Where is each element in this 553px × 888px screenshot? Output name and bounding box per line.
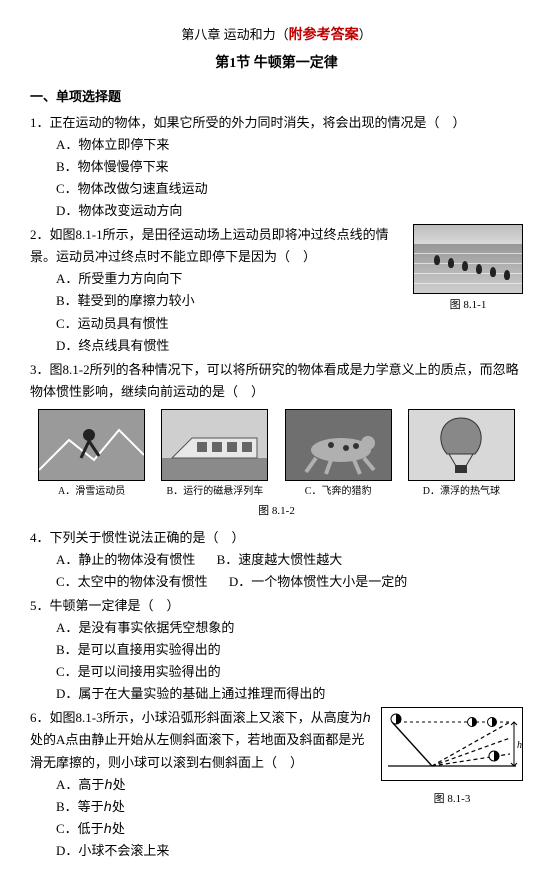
section-1-heading: 一、单项选择题 [30, 86, 523, 108]
figure-8-1-3-caption: 图 8.1-3 [381, 790, 523, 809]
q4-choice-b: B．速度越大惯性越大 [217, 552, 343, 567]
q2-text: 如图8.1-1所示，是田径运动场上运动员即将冲过终点线的情景。运动员冲过终点时不… [30, 227, 389, 264]
figure-8-1-2: A．滑雪运动员 B．运行的磁悬浮列车 C．飞奔的猎豹 D．漂浮的热气球 图 8.… [30, 409, 523, 521]
q4-num: 4． [30, 530, 50, 545]
question-5: 5．牛顿第一定律是（ ） A．是没有事实依据凭空想象的 B．是可以直接用实验得出… [30, 595, 523, 705]
q5-choice-a: A．是没有事实依据凭空想象的 [30, 617, 523, 639]
question-2: 图 8.1-1 2．如图8.1-1所示，是田径运动场上运动员即将冲过终点线的情景… [30, 224, 523, 357]
q6-num: 6． [30, 710, 50, 725]
figure-8-1-3: h 图 8.1-3 [381, 707, 523, 809]
q4-choice-a: A．静止的物体没有惯性 [56, 552, 195, 567]
q1-num: 1． [30, 115, 50, 130]
q2-choice-d: D．终点线具有惯性 [30, 335, 523, 357]
chapter-title: 第八章 运动和力（附参考答案） [30, 24, 523, 48]
q4-choice-d: D．一个物体惯性大小是一定的 [229, 574, 407, 589]
question-3: 3．图8.1-2所列的各种情况下，可以将所研究的物体看成是力学意义上的质点，而忽… [30, 359, 523, 403]
fig-a-image [38, 409, 145, 481]
q5-text: 牛顿第一定律是（ ） [50, 598, 180, 613]
q6-choice-c: C．低于ℎ处 [30, 818, 523, 840]
figure-8-1-2-d: D．漂浮的热气球 [400, 409, 523, 500]
q3-num: 3． [30, 362, 50, 377]
figure-8-1-2-c: C．飞奔的猎豹 [277, 409, 400, 500]
q5-num: 5． [30, 598, 50, 613]
q2-choice-c: C．运动员具有惯性 [30, 313, 523, 335]
q6-choice-d: D．小球不会滚上来 [30, 840, 523, 862]
q5-choice-b: B．是可以直接用实验得出的 [30, 639, 523, 661]
q5-choice-c: C．是可以间接用实验得出的 [30, 661, 523, 683]
fig-b-image [161, 409, 268, 481]
chapter-close: ） [359, 27, 372, 42]
q5-choice-d: D．属于在大量实验的基础上通过推理而得出的 [30, 683, 523, 705]
q1-choice-d: D．物体改变运动方向 [30, 200, 523, 222]
q4-text: 下列关于惯性说法正确的是（ ） [50, 530, 245, 545]
chapter-text: 第八章 运动和力（ [181, 27, 288, 42]
figure-8-1-1-caption: 图 8.1-1 [413, 296, 523, 315]
fig-c-label: C．飞奔的猎豹 [277, 483, 400, 500]
q3-text: 图8.1-2所列的各种情况下，可以将所研究的物体看成是力学意义上的质点，而忽略物… [30, 362, 519, 399]
q1-text: 正在运动的物体，如果它所受的外力同时消失，将会出现的情况是（ ） [50, 115, 466, 130]
fig-b-label: B．运行的磁悬浮列车 [153, 483, 276, 500]
h-label: h [517, 740, 522, 751]
section-title: 第1节 牛顿第一定律 [30, 52, 523, 76]
fig-d-label: D．漂浮的热气球 [400, 483, 523, 500]
fig-d-image [408, 409, 515, 481]
fig-c-image [285, 409, 392, 481]
answer-tag: 附参考答案 [289, 28, 359, 43]
question-4: 4．下列关于惯性说法正确的是（ ） A．静止的物体没有惯性 B．速度越大惯性越大… [30, 527, 523, 593]
figure-8-1-1-image [413, 224, 523, 294]
q1-choice-a: A．物体立即停下来 [30, 134, 523, 156]
q2-num: 2． [30, 227, 50, 242]
fig-a-label: A．滑雪运动员 [30, 483, 153, 500]
figure-8-1-1: 图 8.1-1 [413, 224, 523, 315]
q1-choice-c: C．物体改做匀速直线运动 [30, 178, 523, 200]
figure-8-1-3-image: h [381, 707, 523, 781]
q6-text: 如图8.1-3所示，小球沿弧形斜面滚上又滚下，从高度为ℎ处的A点由静止开始从左侧… [30, 710, 371, 769]
question-6: h 图 8.1-3 6．如图8.1-3所示，小球沿弧形斜面滚上又滚下，从高度为ℎ… [30, 707, 523, 862]
figure-8-1-2-a: A．滑雪运动员 [30, 409, 153, 500]
figure-8-1-2-caption: 图 8.1-2 [30, 502, 523, 521]
q4-choice-c: C．太空中的物体没有惯性 [56, 574, 208, 589]
figure-8-1-2-b: B．运行的磁悬浮列车 [153, 409, 276, 500]
question-1: 1．正在运动的物体，如果它所受的外力同时消失，将会出现的情况是（ ） A．物体立… [30, 112, 523, 222]
q1-choice-b: B．物体慢慢停下来 [30, 156, 523, 178]
